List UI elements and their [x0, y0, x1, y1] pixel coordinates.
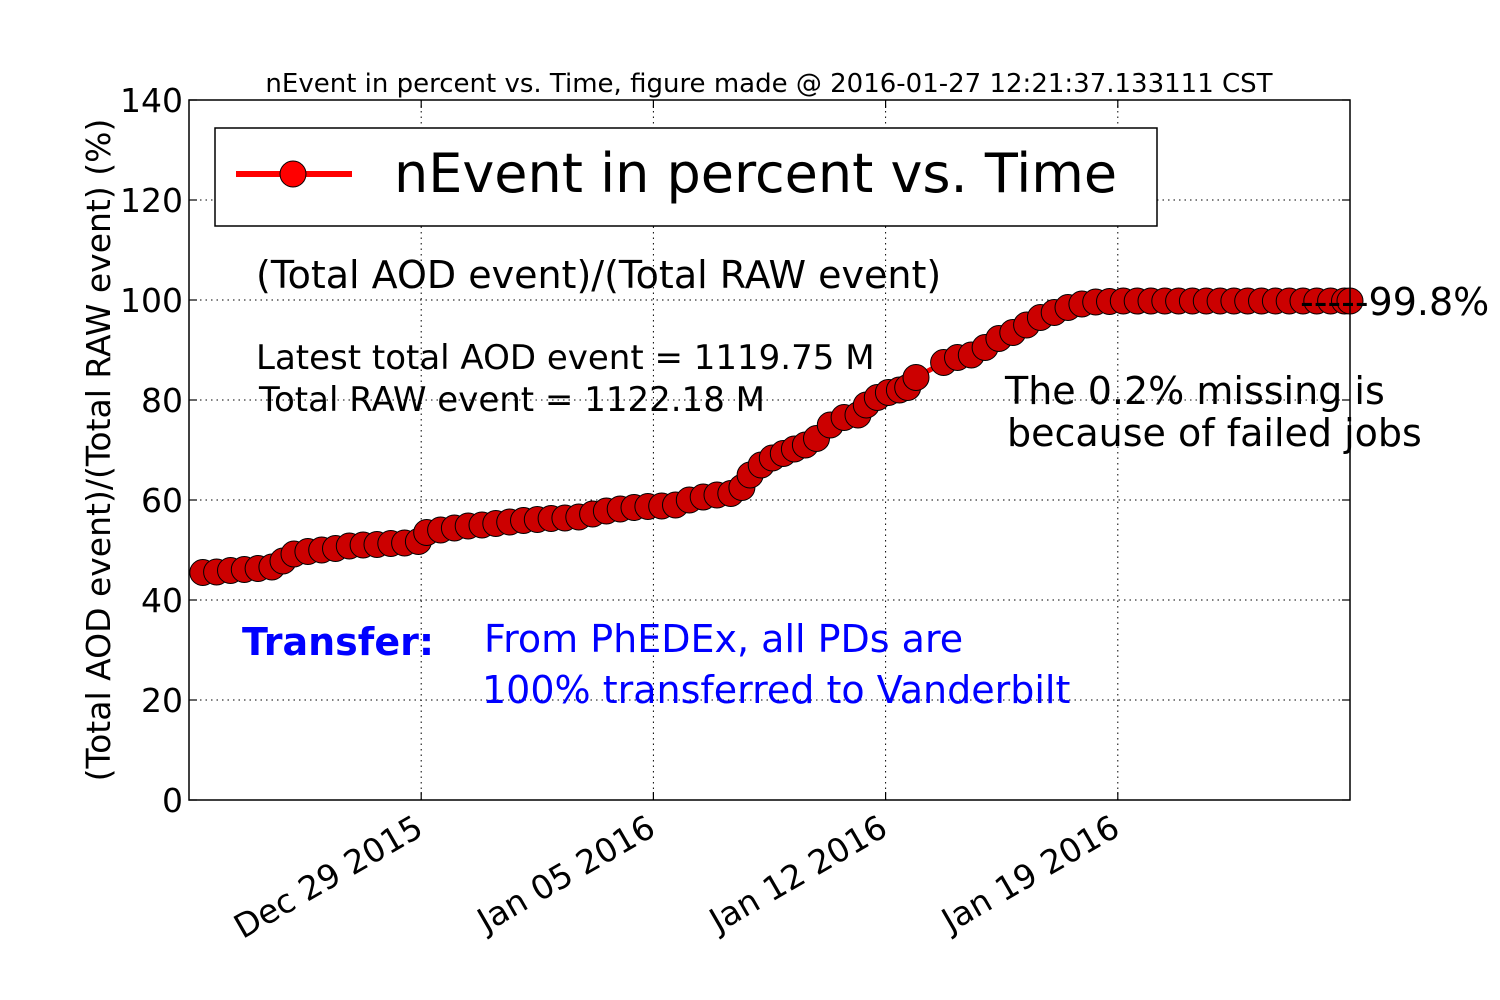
transfer-note-line1: From PhEDEx, all PDs are [484, 617, 963, 661]
aod-total-annotation: Latest total AOD event = 1119.75 M [256, 338, 875, 378]
raw-total-annotation: Total RAW event = 1122.18 M [258, 380, 765, 420]
chart-title: nEvent in percent vs. Time, figure made … [265, 69, 1272, 99]
y-tick-label: 40 [141, 581, 183, 620]
y-tick-label: 140 [120, 81, 183, 120]
x-ticks: Dec 29 2015 Jan 05 2016 Jan 12 2016 Jan 19 … [227, 100, 1126, 946]
missing-note-line1: The 0.2% missing is [1004, 369, 1385, 413]
x-tick-label: Dec 29 2015 [227, 807, 429, 946]
data-point [902, 364, 930, 391]
ratio-annotation: (Total AOD event)/(Total RAW event) [256, 253, 941, 297]
x-tick-label: Jan 05 2016 [469, 807, 662, 941]
legend-box [214, 127, 1158, 227]
missing-note-line2: because of failed jobs [1007, 411, 1422, 455]
y-tick-label: 0 [162, 781, 183, 820]
y-ticks: 0 20 40 60 80 100 120 140 [120, 81, 1350, 820]
y-tick-label: 60 [141, 481, 183, 520]
plot-frame [188, 99, 1351, 801]
legend: nEvent in percent vs. Time [214, 127, 1158, 227]
y-axis-label: (Total AOD event)/(Total RAW event) (%) [79, 119, 118, 782]
transfer-label: Transfer: [242, 620, 434, 664]
legend-label: nEvent in percent vs. Time [394, 142, 1117, 205]
data-series [189, 287, 1364, 586]
final-value-label: -----99.8% [1300, 280, 1489, 324]
y-tick-label: 80 [141, 381, 183, 420]
y-tick-label: 120 [120, 181, 183, 220]
y-tick-label: 100 [120, 281, 183, 320]
x-tick-label: Jan 19 2016 [933, 807, 1126, 941]
transfer-note-line2: 100% transferred to Vanderbilt [482, 668, 1070, 712]
x-tick-label: Jan 12 2016 [701, 807, 894, 941]
y-tick-label: 20 [141, 681, 183, 720]
legend-marker-swatch [279, 160, 307, 188]
